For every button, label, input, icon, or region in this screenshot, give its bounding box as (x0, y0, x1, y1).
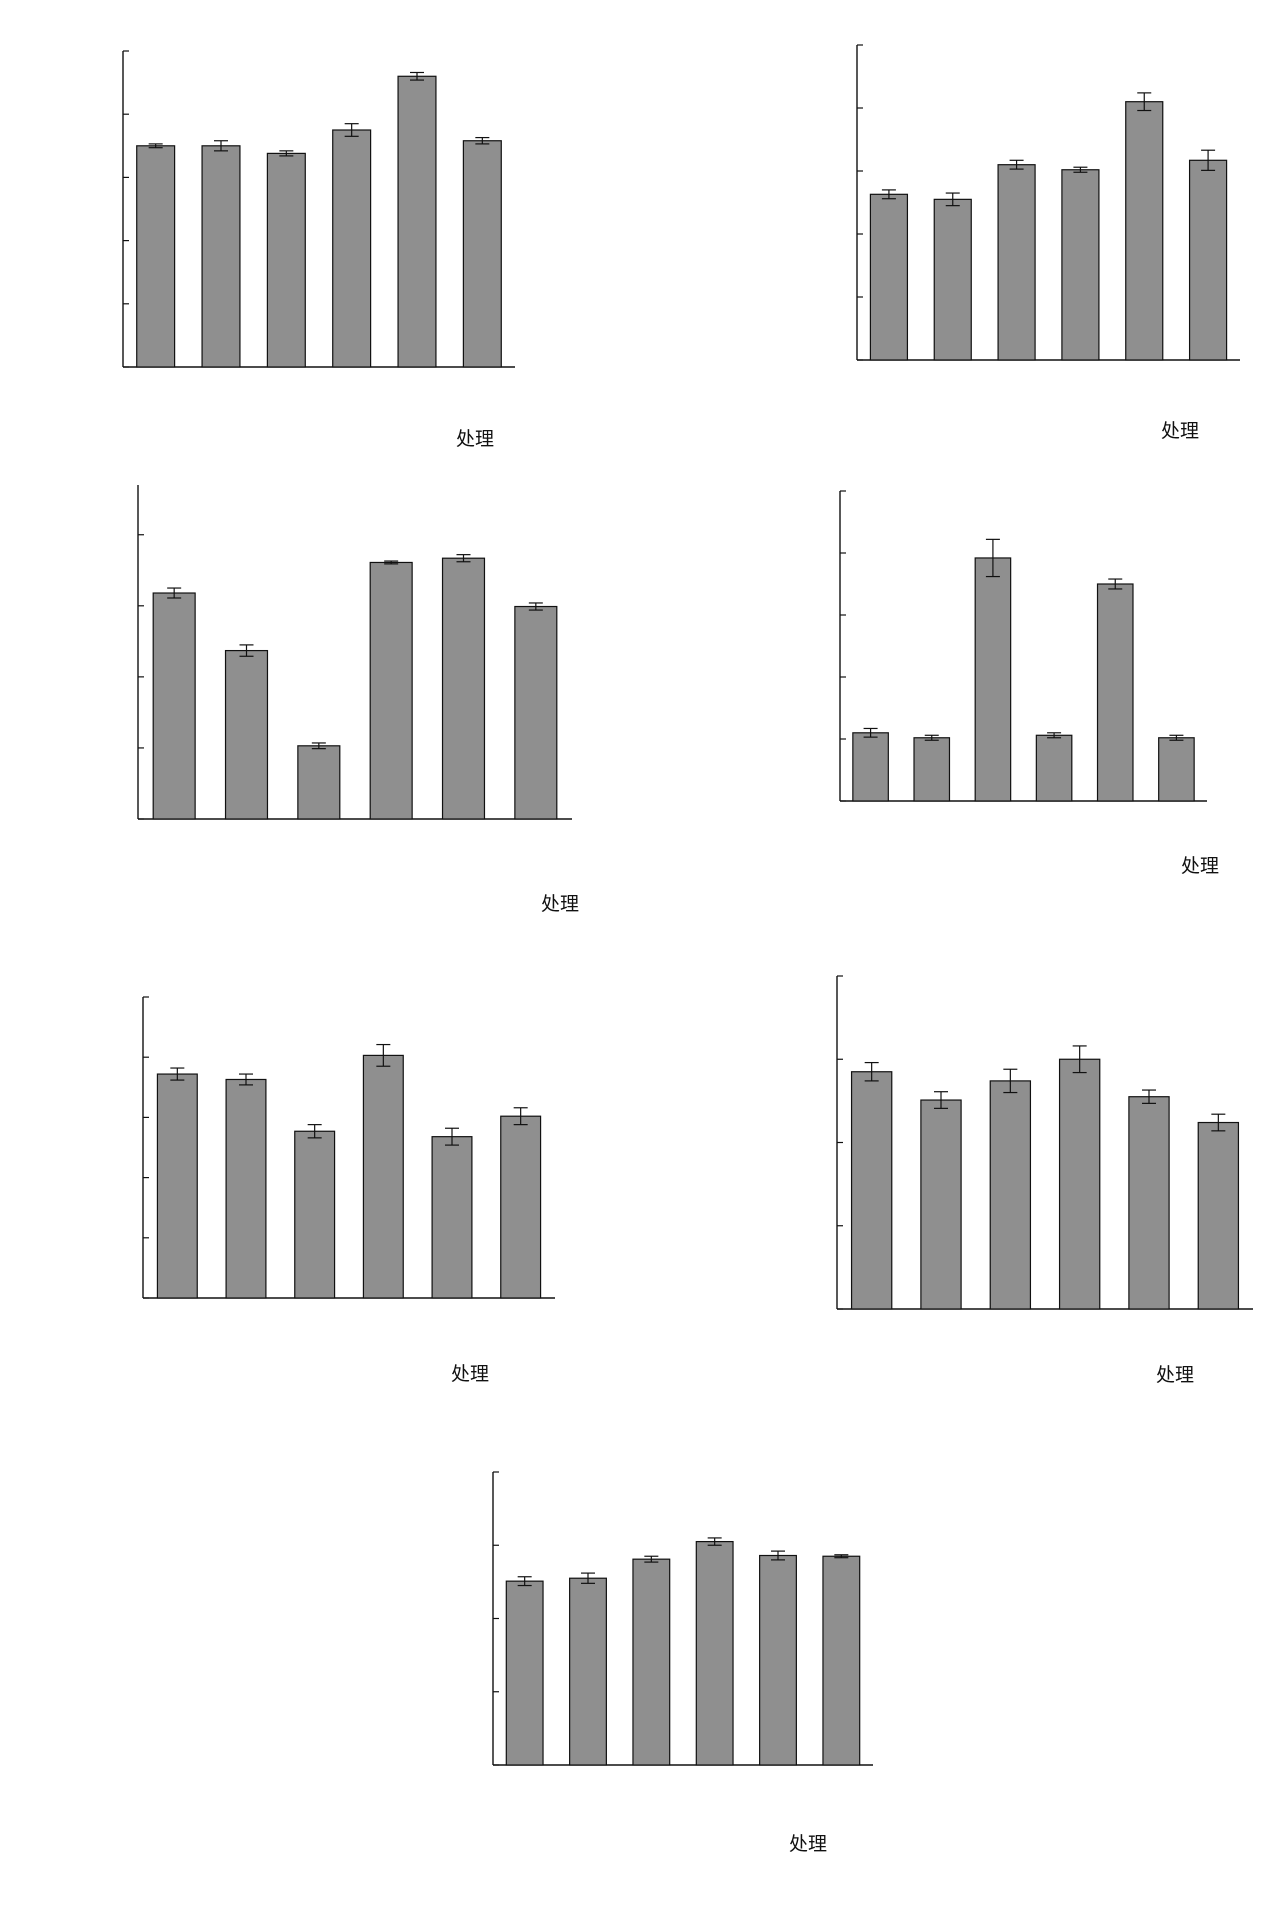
chart-panel-7: 处理 (388, 1450, 908, 1870)
bar-chart-2: 处理 (856, 44, 1240, 442)
x-axis-label: 处理 (1156, 1364, 1194, 1386)
bar-1 (136, 145, 176, 368)
bar-6 (500, 1115, 542, 1299)
bar-2 (225, 1078, 267, 1299)
bar-2 (920, 1099, 962, 1310)
bar-2 (569, 1577, 607, 1766)
bar-6 (822, 1555, 861, 1766)
chart-panel-6: 处理 (720, 955, 1271, 1395)
bar-3 (297, 745, 341, 820)
bar-3 (632, 1558, 671, 1766)
bar-6 (462, 140, 502, 368)
bar-3 (266, 152, 306, 368)
bar-1 (152, 592, 196, 820)
bar-5 (431, 1136, 473, 1299)
bar-1 (156, 1073, 198, 1299)
bar-6 (1197, 1121, 1240, 1310)
bar-chart-6: 处理 (836, 975, 1253, 1386)
bar-3 (974, 557, 1012, 802)
bar-2 (913, 737, 951, 802)
bar-2 (201, 145, 241, 368)
bar-5 (397, 75, 437, 368)
bar-2 (224, 649, 269, 820)
bar-chart-4: 处理 (839, 490, 1219, 877)
bar-chart-5: 处理 (142, 996, 555, 1385)
x-axis-label: 处理 (789, 1833, 827, 1855)
bar-4 (1061, 169, 1100, 361)
bar-chart-7: 处理 (492, 1471, 873, 1855)
bar-6 (514, 605, 558, 820)
chart-panel-5: 处理 (40, 970, 570, 1410)
bar-1 (505, 1580, 544, 1766)
bar-chart-1: 处理 (122, 50, 515, 450)
bar-4 (1035, 734, 1073, 802)
x-axis-label: 处理 (541, 893, 579, 915)
x-axis-label: 处理 (456, 428, 494, 450)
bar-3 (989, 1080, 1032, 1310)
x-axis-label: 处理 (1161, 420, 1199, 442)
bar-4 (1058, 1058, 1101, 1310)
x-axis-label: 处理 (1181, 855, 1219, 877)
chart-panel-2: 处理 (750, 25, 1270, 455)
bar-1 (852, 732, 889, 802)
bar-6 (1188, 159, 1228, 361)
bar-4 (695, 1540, 734, 1766)
bar-3 (997, 164, 1036, 361)
bar-6 (1158, 737, 1195, 802)
bar-chart-3: 处理 (137, 485, 579, 915)
bar-1 (869, 193, 909, 361)
bar-4 (369, 561, 413, 820)
bar-1 (850, 1071, 893, 1310)
bar-4 (332, 129, 372, 368)
bar-5 (1125, 101, 1164, 361)
bar-3 (294, 1130, 336, 1299)
chart-panel-1: 处理 (15, 25, 535, 455)
bar-5 (441, 557, 486, 820)
chart-panel-4: 处理 (745, 460, 1271, 890)
bar-2 (933, 198, 972, 361)
bar-5 (1096, 583, 1134, 802)
x-axis-label: 处理 (451, 1363, 489, 1385)
bar-4 (362, 1054, 404, 1299)
chart-panel-3: 处理 (40, 460, 580, 920)
bar-5 (1128, 1096, 1170, 1310)
bar-5 (759, 1554, 797, 1766)
